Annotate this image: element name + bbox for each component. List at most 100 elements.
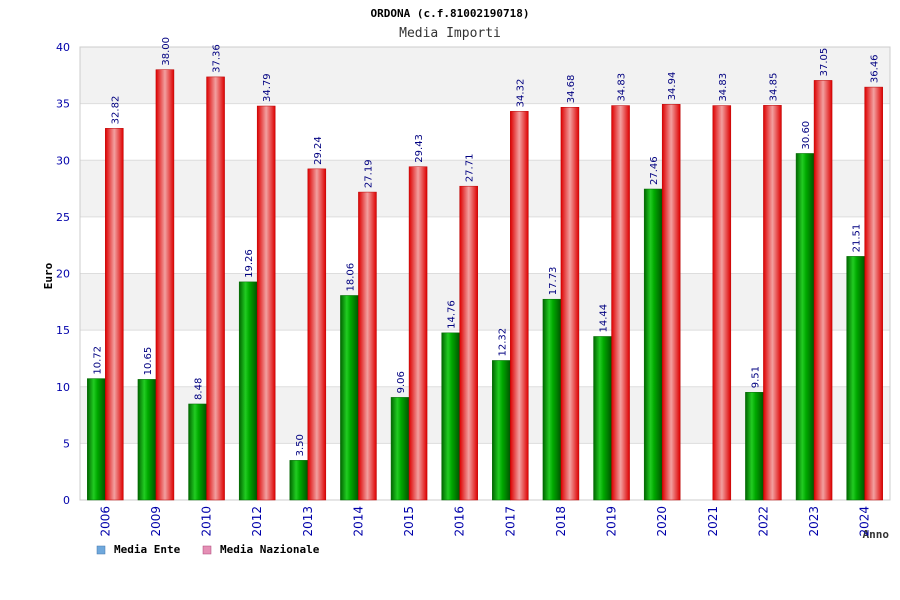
- bar-media-ente: [846, 256, 865, 501]
- x-tick-label: 2016: [453, 506, 467, 537]
- bar-value-label: 37.36: [212, 44, 223, 73]
- x-tick-label: 2009: [149, 506, 163, 537]
- bar-media-ente: [340, 295, 359, 501]
- y-tick-label: 25: [56, 211, 70, 224]
- x-tick-label: 2017: [503, 506, 517, 537]
- y-tick-label: 15: [56, 324, 70, 337]
- x-tick-label: 2013: [301, 506, 315, 537]
- bar-media-ente: [238, 281, 258, 501]
- bar-media-ente: [289, 460, 309, 501]
- bars: [87, 69, 883, 501]
- legend-label-media-nazionale: Media Nazionale: [220, 543, 320, 556]
- x-tick-label: 2024: [858, 506, 872, 537]
- bar-value-label: 10.65: [143, 347, 154, 376]
- x-tick-label: 2006: [98, 506, 112, 537]
- x-tick-label: 2012: [250, 506, 264, 537]
- bar-value-label: 10.72: [92, 346, 103, 375]
- bar-value-label: 8.48: [194, 378, 205, 400]
- bar-media-ente: [441, 332, 460, 501]
- bar-media-ente: [137, 379, 157, 501]
- x-tick-label: 2018: [554, 506, 568, 537]
- y-tick-label: 40: [56, 41, 70, 54]
- bar-value-label: 34.94: [667, 72, 678, 101]
- bar-media-nazionale: [510, 111, 529, 501]
- bar-media-ente: [593, 336, 612, 501]
- x-tick-label: 2022: [756, 506, 770, 537]
- bar-media-ente: [643, 188, 663, 501]
- bar-value-label: 3.50: [295, 434, 306, 456]
- plot-frame: [79, 46, 891, 501]
- bar-value-label: 27.71: [465, 154, 476, 183]
- bar-value-label: 27.19: [363, 159, 374, 188]
- x-tick-label: 2014: [351, 506, 365, 537]
- bar-media-nazionale: [611, 105, 630, 501]
- bar-value-label: 14.44: [599, 304, 610, 333]
- y-tick-label: 0: [63, 494, 70, 507]
- bar-media-nazionale: [459, 185, 478, 501]
- bar-media-nazionale: [307, 168, 327, 501]
- chart-title: ORDONA (c.f.81002190718): [371, 7, 530, 20]
- bar-media-nazionale: [813, 80, 833, 501]
- bar-value-label: 34.83: [617, 73, 628, 102]
- x-axis-label: Anno: [863, 528, 890, 541]
- bar-media-ente: [542, 298, 562, 501]
- bar-value-label: 36.46: [870, 54, 881, 83]
- y-tick-label: 35: [56, 98, 70, 111]
- y-axis-ticks: 0 5 10 15 20 25 30 35 40: [56, 41, 70, 507]
- bar-value-label: 34.79: [262, 73, 273, 102]
- bar-media-nazionale: [256, 105, 276, 501]
- chart-subtitle: Media Importi: [399, 26, 501, 41]
- bar-media-ente: [795, 153, 815, 501]
- bar-media-nazionale: [358, 191, 377, 501]
- x-tick-label: 2020: [655, 506, 669, 537]
- bar-value-label: 38.00: [161, 37, 172, 66]
- bar-media-ente: [745, 392, 764, 501]
- bar-value-label: 19.26: [244, 249, 255, 278]
- x-tick-label: 2010: [200, 506, 214, 537]
- y-tick-label: 20: [56, 268, 70, 281]
- bar-value-label: 18.06: [345, 263, 356, 292]
- legend-swatch-media-ente: [96, 545, 106, 555]
- bar-media-nazionale: [560, 106, 580, 501]
- bar-value-label: 29.24: [313, 136, 324, 165]
- bar-value-label: 37.05: [819, 48, 830, 77]
- bar-media-nazionale: [206, 76, 225, 501]
- x-tick-label: 2021: [706, 506, 720, 537]
- legend-swatch-media-nazionale: [202, 545, 212, 555]
- bar-value-label: 9.06: [396, 371, 407, 393]
- y-tick-label: 5: [63, 437, 70, 450]
- y-tick-label: 30: [56, 154, 70, 167]
- bar-value-label: 34.85: [768, 73, 779, 102]
- x-axis-ticks: 2006 2009 2010 2012 2013 2014 2015 2016 2017 2018…: [98, 506, 871, 537]
- bar-media-nazionale: [712, 105, 732, 501]
- bar-value-label: 34.32: [515, 79, 526, 108]
- bar-value-label: 14.76: [447, 300, 458, 329]
- bar-value-label: 27.46: [649, 156, 660, 185]
- y-tick-label: 10: [56, 381, 70, 394]
- bar-value-label: 9.51: [750, 366, 761, 388]
- bar-value-label: 34.83: [718, 73, 729, 102]
- bar-labels: 10.72 32.82 10.65 38.00 8.48 37.36 19.26 34.79 3…: [92, 37, 880, 456]
- bar-value-label: 17.73: [548, 267, 559, 296]
- legend: Media Ente Media Nazionale: [96, 543, 320, 556]
- bar-media-ente: [87, 378, 106, 501]
- bar-media-ente: [390, 397, 410, 501]
- bar-media-ente: [188, 403, 207, 501]
- x-tick-label: 2023: [807, 506, 821, 537]
- bar-value-label: 34.68: [566, 75, 577, 104]
- bar-value-label: 29.43: [414, 134, 425, 163]
- bar-media-nazionale: [661, 104, 681, 501]
- bar-value-label: 30.60: [801, 121, 812, 150]
- bar-media-nazionale: [155, 69, 175, 501]
- legend-label-media-ente: Media Ente: [114, 543, 181, 556]
- bar-media-nazionale: [864, 86, 883, 501]
- x-tick-label: 2019: [605, 506, 619, 537]
- bar-media-nazionale: [408, 166, 428, 501]
- bar-value-label: 32.82: [110, 96, 121, 125]
- bar-value-label: 21.51: [852, 224, 863, 253]
- x-tick-label: 2015: [402, 506, 416, 537]
- y-axis-label: Euro: [42, 262, 55, 289]
- bar-value-label: 12.32: [497, 328, 508, 357]
- bar-media-ente: [492, 360, 511, 501]
